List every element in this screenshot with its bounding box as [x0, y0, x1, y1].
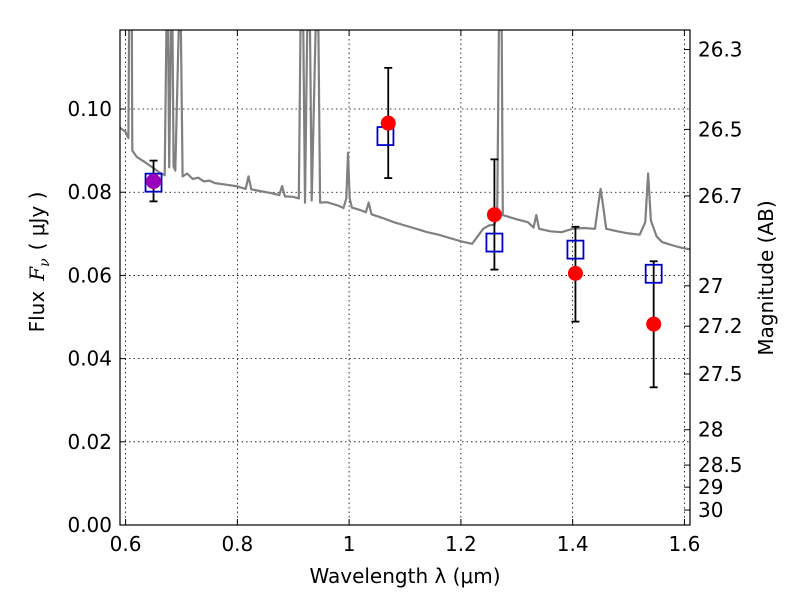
- model-flux-square: [144, 172, 163, 193]
- grid-lines: [120, 30, 690, 526]
- right-tick-label: 26.5: [698, 117, 743, 141]
- y-label-symbol: F: [25, 266, 49, 282]
- right-tick-label: 27: [698, 274, 723, 298]
- observed-flux-point: [567, 265, 583, 281]
- x-tick-label: 1.4: [557, 532, 589, 556]
- y-tick-label: 0.08: [67, 180, 112, 204]
- y-tick-label: 0.02: [67, 430, 112, 454]
- observed-flux-point: [646, 316, 662, 332]
- sed-model-line: [120, 30, 690, 251]
- y-axis-label-right: Magnitude (AB): [754, 200, 778, 355]
- y-label-subscript: ν: [37, 258, 53, 267]
- y-label-units: ( μJy ): [25, 192, 49, 251]
- tick-marks: [120, 30, 690, 526]
- y-tick-label: 0.06: [67, 263, 112, 287]
- observed-flux-point: [486, 207, 502, 223]
- y-tick-label: 0.04: [67, 347, 112, 371]
- right-tick-label: 29: [698, 475, 723, 499]
- observed-flux-point: [380, 115, 396, 131]
- right-tick-label: 26.3: [698, 38, 743, 62]
- plot-frame: [119, 29, 691, 526]
- y-label-prefix: Flux: [25, 291, 49, 333]
- x-tick-label: 1: [343, 532, 356, 556]
- right-tick-label: 28: [698, 418, 723, 442]
- right-tick-label: 27.5: [698, 362, 743, 386]
- model-flux-square: [644, 263, 663, 284]
- right-tick-label: 26.7: [698, 184, 743, 208]
- x-axis-label: Wavelength λ (μm): [309, 564, 500, 588]
- x-tick-label: 1.6: [669, 532, 701, 556]
- overlap-flux-point: [146, 173, 162, 189]
- x-tick-label: 1.2: [445, 532, 477, 556]
- x-tick-label: 0.8: [221, 532, 253, 556]
- plot-area: [120, 30, 690, 389]
- right-tick-label: 28.5: [698, 453, 743, 477]
- x-tick-label: 0.6: [110, 532, 142, 556]
- model-flux-square: [485, 232, 504, 253]
- y-tick-label: 0.10: [67, 97, 112, 121]
- y-tick-label: 0.00: [67, 513, 112, 537]
- model-flux-square: [566, 239, 585, 260]
- right-tick-label: 30: [698, 498, 723, 522]
- y-axis-label-left: Flux Fν ( μJy ): [25, 192, 53, 333]
- right-tick-label: 27.2: [698, 314, 743, 338]
